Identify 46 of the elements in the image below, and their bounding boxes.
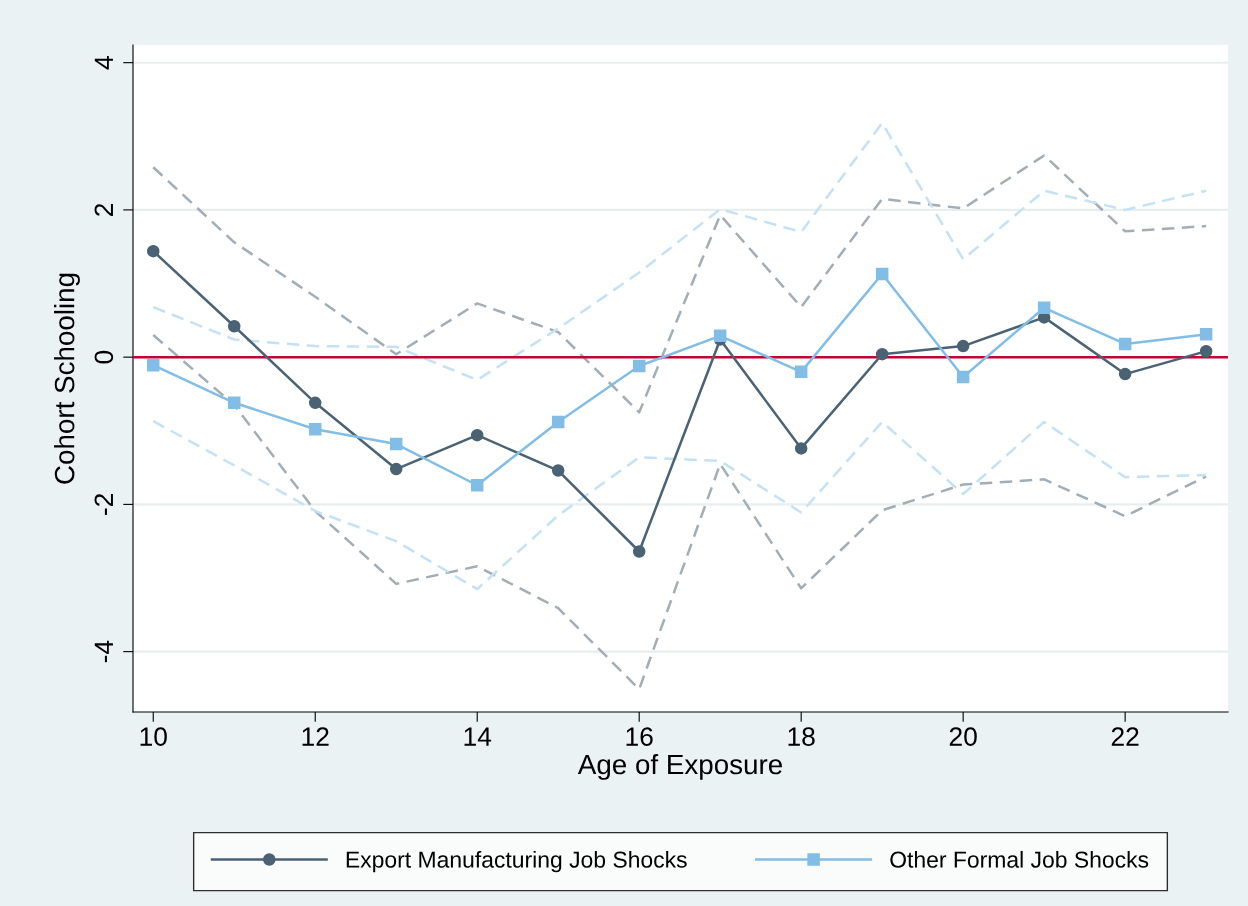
point <box>875 267 889 281</box>
point <box>227 396 241 410</box>
line-series <box>152 121 1208 382</box>
line-series <box>152 333 1208 691</box>
legend-label: Other Formal Job Shocks <box>890 850 1149 868</box>
point <box>227 319 241 333</box>
point <box>632 359 646 373</box>
y-axis-title: Cohort Schooling <box>54 273 80 484</box>
point <box>956 339 970 353</box>
x-tick-label: 18 <box>788 727 815 746</box>
point <box>551 464 565 477</box>
point <box>389 462 403 476</box>
point <box>308 396 322 410</box>
point <box>470 428 484 442</box>
point <box>1037 301 1051 315</box>
y-tick-label: 4 <box>94 56 113 70</box>
point <box>794 365 808 379</box>
point <box>146 244 160 258</box>
point <box>794 442 808 455</box>
legend-label: Export Manufacturing Job Shocks <box>346 850 687 873</box>
point <box>632 545 646 558</box>
x-tick-label: 16 <box>626 727 653 746</box>
point <box>956 370 970 384</box>
x-tick-label: 10 <box>140 727 167 746</box>
point <box>1118 367 1132 381</box>
x-tick-label: 20 <box>949 727 977 746</box>
x-tick-label: 22 <box>1111 727 1139 746</box>
y-tick-label: 0 <box>94 350 114 364</box>
y-tick-label: -4 <box>94 640 113 663</box>
point <box>713 329 727 343</box>
x-tick-label: 14 <box>464 727 492 746</box>
point <box>1199 328 1213 341</box>
line-series <box>152 419 1208 591</box>
point <box>875 347 889 361</box>
point <box>146 358 160 372</box>
point <box>470 478 484 492</box>
line-series <box>152 154 1208 414</box>
x-tick-label: 12 <box>302 727 329 746</box>
point <box>1199 345 1213 358</box>
y-tick-label: -2 <box>94 493 113 515</box>
y-tick-label: 2 <box>94 203 113 216</box>
point <box>308 423 322 436</box>
x-axis-title: Age of Exposure <box>577 753 782 780</box>
point <box>389 437 403 451</box>
point <box>551 415 565 429</box>
point <box>1118 337 1132 351</box>
